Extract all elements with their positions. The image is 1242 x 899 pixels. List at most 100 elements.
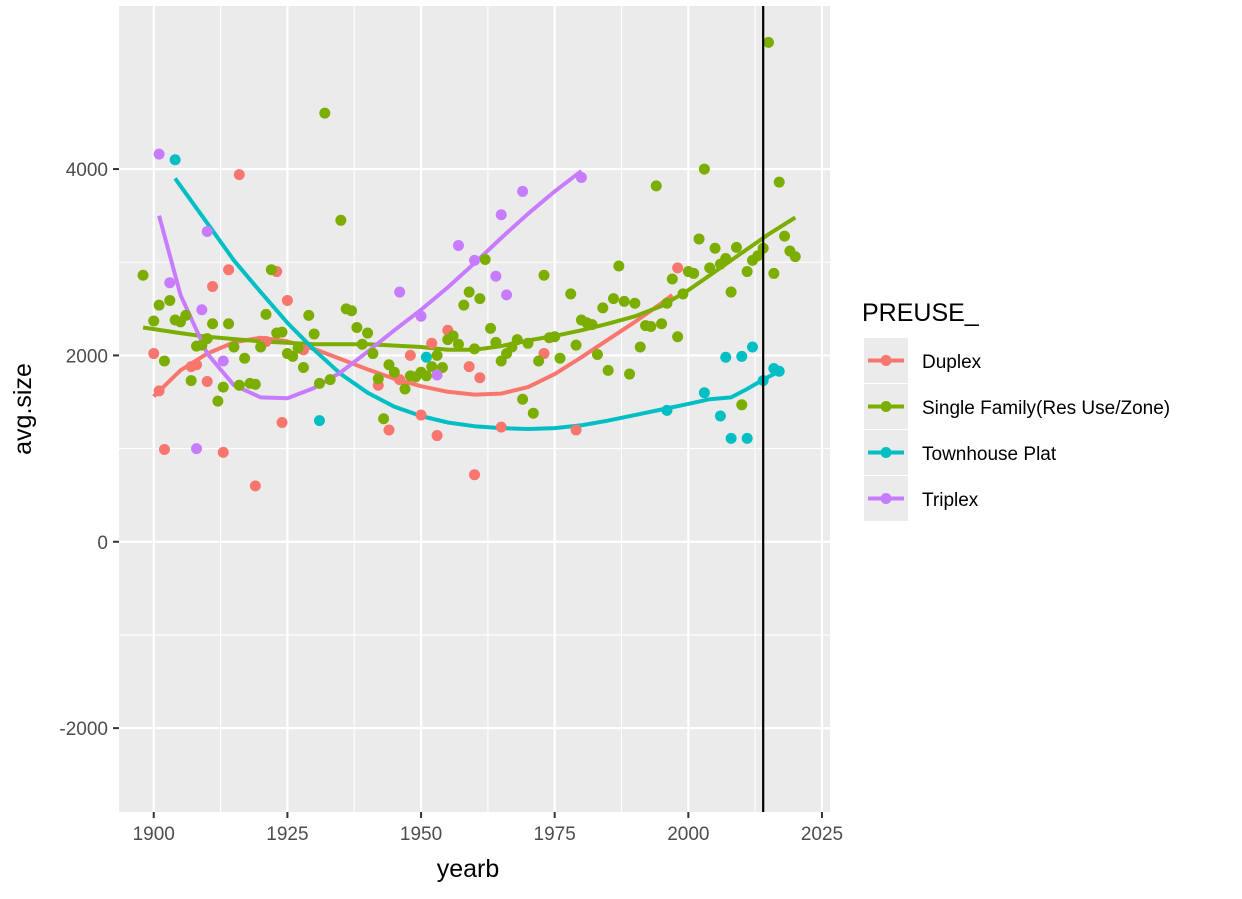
point-single-family-res-use-zone — [773, 176, 785, 188]
point-single-family-res-use-zone — [223, 318, 235, 330]
point-townhouse-plat — [420, 351, 432, 363]
point-single-family-res-use-zone — [265, 264, 277, 276]
point-single-family-res-use-zone — [645, 321, 657, 333]
point-duplex — [672, 262, 684, 274]
point-single-family-res-use-zone — [570, 339, 582, 351]
point-duplex — [469, 469, 480, 481]
point-duplex — [495, 421, 507, 433]
point-duplex — [153, 385, 165, 397]
point-triplex — [201, 225, 213, 237]
legend-key-point-triplex — [880, 493, 892, 504]
point-single-family-res-use-zone — [549, 331, 561, 343]
point-single-family-res-use-zone — [725, 286, 737, 298]
point-single-family-res-use-zone — [153, 299, 165, 311]
point-single-family-res-use-zone — [479, 253, 491, 265]
x-tick-label: 1900 — [133, 824, 175, 845]
point-triplex — [501, 289, 513, 301]
point-single-family-res-use-zone — [565, 288, 577, 300]
point-single-family-res-use-zone — [709, 242, 721, 254]
point-single-family-res-use-zone — [736, 399, 748, 411]
point-single-family-res-use-zone — [185, 375, 197, 387]
x-tick-label: 1925 — [266, 824, 308, 845]
point-triplex — [415, 310, 427, 322]
point-single-family-res-use-zone — [527, 407, 539, 419]
point-single-family-res-use-zone — [255, 341, 267, 353]
point-single-family-res-use-zone — [431, 349, 443, 361]
point-duplex — [201, 376, 213, 388]
grid — [119, 6, 830, 812]
point-townhouse-plat — [661, 404, 673, 416]
point-single-family-res-use-zone — [704, 262, 716, 274]
point-single-family-res-use-zone — [768, 267, 780, 279]
x-tick-label: 1975 — [534, 824, 576, 845]
point-duplex — [383, 424, 395, 436]
point-townhouse-plat — [773, 365, 785, 377]
point-single-family-res-use-zone — [629, 297, 641, 309]
point-duplex — [233, 169, 245, 181]
point-single-family-res-use-zone — [362, 327, 374, 339]
point-single-family-res-use-zone — [233, 379, 245, 391]
point-single-family-res-use-zone — [324, 374, 336, 386]
point-single-family-res-use-zone — [511, 334, 523, 346]
point-duplex — [217, 446, 229, 458]
point-single-family-res-use-zone — [378, 413, 390, 425]
point-townhouse-plat — [698, 387, 710, 399]
point-triplex — [575, 171, 587, 183]
point-single-family-res-use-zone — [538, 269, 550, 281]
point-single-family-res-use-zone — [297, 362, 309, 374]
point-triplex — [394, 286, 406, 298]
point-single-family-res-use-zone — [661, 297, 673, 309]
point-single-family-res-use-zone — [597, 302, 609, 314]
point-single-family-res-use-zone — [212, 395, 224, 407]
point-duplex — [276, 417, 288, 429]
point-triplex — [196, 304, 208, 316]
point-duplex — [474, 372, 486, 384]
point-duplex — [415, 409, 427, 421]
trend-line-triplex — [157, 169, 583, 401]
point-duplex — [281, 294, 293, 306]
point-single-family-res-use-zone — [372, 373, 384, 385]
point-triplex — [217, 355, 229, 367]
y-axis-title: avg.size — [9, 363, 37, 455]
point-single-family-res-use-zone — [148, 315, 160, 327]
point-duplex — [570, 424, 582, 436]
point-single-family-res-use-zone — [789, 251, 801, 263]
point-single-family-res-use-zone — [356, 338, 368, 350]
point-townhouse-plat — [736, 350, 748, 362]
point-duplex — [249, 480, 261, 492]
point-triplex — [191, 443, 203, 455]
point-triplex — [431, 369, 443, 381]
x-tick-label: 2025 — [801, 824, 843, 845]
legend-label-townhouse-plat: Townhouse Plat — [922, 444, 1057, 465]
point-single-family-res-use-zone — [399, 383, 411, 395]
point-single-family-res-use-zone — [313, 377, 325, 389]
point-single-family-res-use-zone — [158, 355, 170, 367]
y-tick-label: -2000 — [59, 719, 108, 740]
point-single-family-res-use-zone — [763, 36, 775, 48]
legend-label-triplex: Triplex — [922, 490, 979, 511]
point-single-family-res-use-zone — [207, 318, 219, 330]
point-single-family-res-use-zone — [624, 368, 636, 380]
point-single-family-res-use-zone — [276, 326, 288, 338]
point-single-family-res-use-zone — [463, 286, 475, 298]
point-single-family-res-use-zone — [618, 295, 630, 307]
point-duplex — [426, 337, 438, 349]
point-townhouse-plat — [169, 154, 181, 166]
point-single-family-res-use-zone — [303, 309, 315, 321]
legend-key-point-single-family-res-use-zone — [880, 401, 892, 412]
legend: PREUSE_ Duplex Single Family(Res Use/Zone… — [862, 299, 1170, 521]
point-single-family-res-use-zone — [249, 378, 261, 390]
point-single-family-res-use-zone — [469, 343, 480, 355]
x-tick-label: 2000 — [667, 824, 709, 845]
point-single-family-res-use-zone — [388, 366, 400, 378]
point-townhouse-plat — [725, 432, 737, 444]
point-duplex — [191, 359, 203, 371]
point-single-family-res-use-zone — [485, 322, 497, 334]
point-single-family-res-use-zone — [698, 163, 710, 175]
point-single-family-res-use-zone — [586, 319, 598, 331]
point-single-family-res-use-zone — [672, 331, 684, 343]
point-single-family-res-use-zone — [287, 350, 299, 362]
point-single-family-res-use-zone — [420, 370, 432, 382]
point-duplex — [404, 349, 416, 361]
